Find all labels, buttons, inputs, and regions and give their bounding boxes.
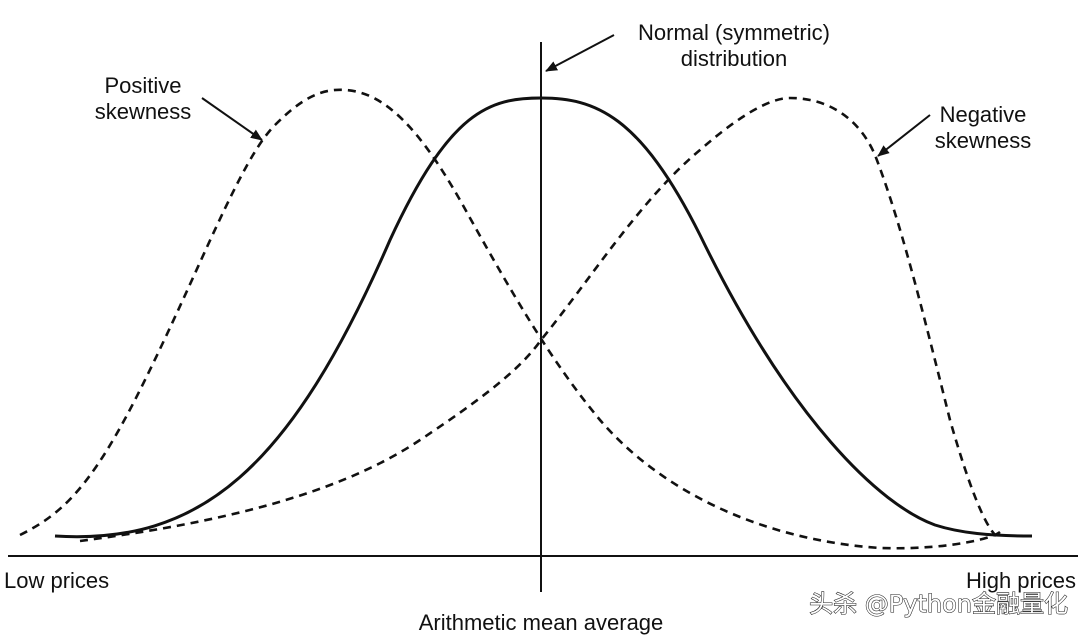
x-axis-left-label: Low prices [4, 568, 109, 593]
x-axis-right-label: High prices [966, 568, 1076, 593]
negative-label-line1: Negative [940, 102, 1027, 127]
positive-label-line2: skewness [95, 99, 192, 124]
positive-label-line1: Positive [104, 73, 181, 98]
positive-label-arrow [201, 97, 263, 141]
negative-label-arrow [877, 114, 931, 157]
normal-distribution-curve [54, 96, 1033, 539]
watermark-text: 头杀 @Python金融量化 [809, 590, 1068, 618]
negative-label-line2: skewness [935, 128, 1032, 153]
normal-label-line1: Normal (symmetric) [638, 20, 830, 45]
normal-label-line2: distribution [681, 46, 787, 71]
normal-label-arrow [545, 34, 615, 72]
positive-skewness-curve [19, 88, 1001, 550]
x-axis-center-label: Arithmetic mean average [419, 610, 664, 635]
negative-skewness-curve [79, 96, 997, 543]
